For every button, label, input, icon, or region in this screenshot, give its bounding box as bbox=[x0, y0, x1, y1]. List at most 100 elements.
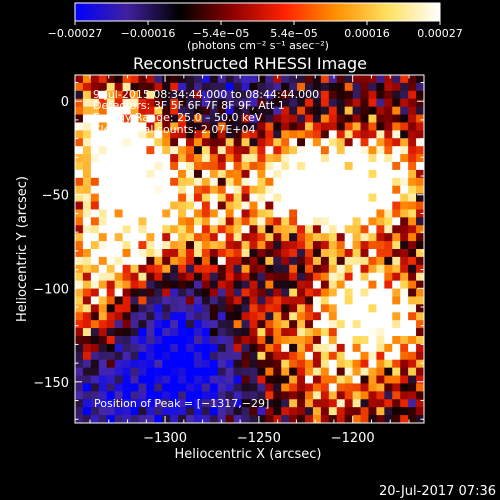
heatmap-cell bbox=[209, 296, 219, 305]
heatmap-cell bbox=[130, 272, 139, 282]
heatmap-cell bbox=[360, 122, 369, 131]
heatmap-cell bbox=[201, 225, 211, 234]
heatmap-cell bbox=[336, 146, 346, 155]
heatmap-cell bbox=[400, 249, 409, 258]
heatmap-cell bbox=[201, 154, 211, 163]
heatmap-cell bbox=[130, 209, 139, 218]
heatmap-cell bbox=[233, 201, 242, 210]
heatmap-cell bbox=[138, 82, 147, 92]
heatmap-cell bbox=[233, 272, 242, 282]
heatmap-cell bbox=[75, 375, 84, 384]
heatmap-cell bbox=[146, 272, 155, 282]
heatmap-cell bbox=[360, 249, 369, 258]
colorbar-strip bbox=[74, 2, 441, 22]
heatmap-cell bbox=[122, 225, 131, 234]
heatmap-cell bbox=[312, 336, 322, 345]
heatmap-cell bbox=[82, 312, 92, 321]
heatmap-cell bbox=[249, 343, 258, 353]
heatmap-cell bbox=[241, 82, 250, 92]
heatmap-cell bbox=[90, 320, 100, 329]
heatmap-cell bbox=[392, 106, 401, 115]
heatmap-cell bbox=[201, 415, 211, 423]
heatmap-cell bbox=[162, 138, 171, 147]
heatmap-cell bbox=[289, 328, 298, 337]
heatmap-cell bbox=[320, 296, 330, 305]
heatmap-cell bbox=[360, 162, 369, 171]
heatmap-cell bbox=[209, 375, 219, 384]
heatmap-cell bbox=[90, 225, 100, 234]
heatmap-cell bbox=[225, 146, 235, 155]
heatmap-cell bbox=[193, 343, 203, 353]
heatmap-cell bbox=[209, 304, 219, 313]
heatmap-cell bbox=[352, 415, 361, 423]
heatmap-cell bbox=[289, 225, 298, 234]
heatmap-cell bbox=[178, 336, 187, 345]
heatmap-cell bbox=[90, 415, 100, 423]
heatmap-cell bbox=[178, 138, 187, 147]
heatmap-cell bbox=[297, 98, 306, 108]
heatmap-cell bbox=[297, 241, 306, 250]
heatmap-cell bbox=[138, 185, 147, 195]
heatmap-cell bbox=[193, 328, 203, 337]
heatmap-cell bbox=[384, 122, 393, 131]
heatmap-cell bbox=[360, 90, 369, 100]
heatmap-cell bbox=[186, 336, 195, 345]
heatmap-cell bbox=[408, 383, 417, 392]
heatmap-cell bbox=[130, 399, 139, 408]
heatmap-cell bbox=[344, 296, 354, 305]
heatmap-cell bbox=[297, 296, 306, 305]
heatmap-cell bbox=[400, 114, 409, 123]
heatmap-cell bbox=[98, 90, 108, 100]
heatmap-cell bbox=[368, 75, 377, 84]
heatmap-cell bbox=[114, 82, 123, 92]
heatmap-cell bbox=[257, 304, 266, 313]
heatmap-cell bbox=[186, 146, 195, 155]
heatmap-cell bbox=[193, 249, 203, 258]
heatmap-cell bbox=[273, 359, 282, 369]
heatmap-cell bbox=[225, 351, 235, 361]
heatmap-cell bbox=[146, 312, 155, 321]
heatmap-cell bbox=[130, 264, 139, 274]
heatmap-cell bbox=[154, 407, 163, 416]
heatmap-cell bbox=[336, 288, 346, 297]
heatmap-cell bbox=[146, 343, 155, 353]
heatmap-cell bbox=[336, 328, 346, 337]
heatmap-cell bbox=[312, 98, 322, 108]
heatmap-cell bbox=[249, 138, 258, 147]
heatmap-cell bbox=[289, 185, 298, 195]
heatmap-cell bbox=[170, 177, 179, 187]
heatmap-cell bbox=[376, 177, 385, 187]
heatmap-cell bbox=[376, 399, 385, 408]
heatmap-cell bbox=[305, 122, 314, 131]
heatmap-cell bbox=[376, 98, 385, 108]
heatmap-cell bbox=[265, 328, 274, 337]
heatmap-cell bbox=[281, 399, 290, 408]
heatmap-cell bbox=[193, 383, 203, 392]
heatmap-cell bbox=[233, 367, 242, 376]
heatmap-cell bbox=[320, 256, 330, 266]
heatmap-cell bbox=[257, 359, 266, 369]
heatmap-cell bbox=[138, 367, 147, 376]
heatmap-cell bbox=[289, 217, 298, 226]
heatmap-cell bbox=[138, 312, 147, 321]
heatmap-cell bbox=[233, 264, 242, 274]
heatmap-cell bbox=[344, 225, 354, 234]
heatmap-cell bbox=[320, 114, 330, 123]
heatmap-cell bbox=[305, 82, 314, 92]
heatmap-cell bbox=[225, 383, 235, 392]
heatmap-cell bbox=[297, 415, 306, 423]
heatmap-cell bbox=[281, 391, 290, 400]
heatmap-cell bbox=[98, 336, 108, 345]
heatmap-cell bbox=[193, 162, 203, 171]
heatmap-cell bbox=[384, 343, 393, 353]
heatmap-cell bbox=[352, 256, 361, 266]
heatmap-cell bbox=[122, 233, 131, 242]
heatmap-cell bbox=[130, 359, 139, 369]
heatmap-cell bbox=[217, 82, 227, 92]
heatmap-cell bbox=[328, 391, 338, 400]
heatmap-cell bbox=[241, 162, 250, 171]
heatmap-cell bbox=[233, 375, 242, 384]
heatmap-cell bbox=[154, 130, 163, 139]
heatmap-cell bbox=[82, 233, 92, 242]
heatmap-cell bbox=[170, 106, 179, 115]
